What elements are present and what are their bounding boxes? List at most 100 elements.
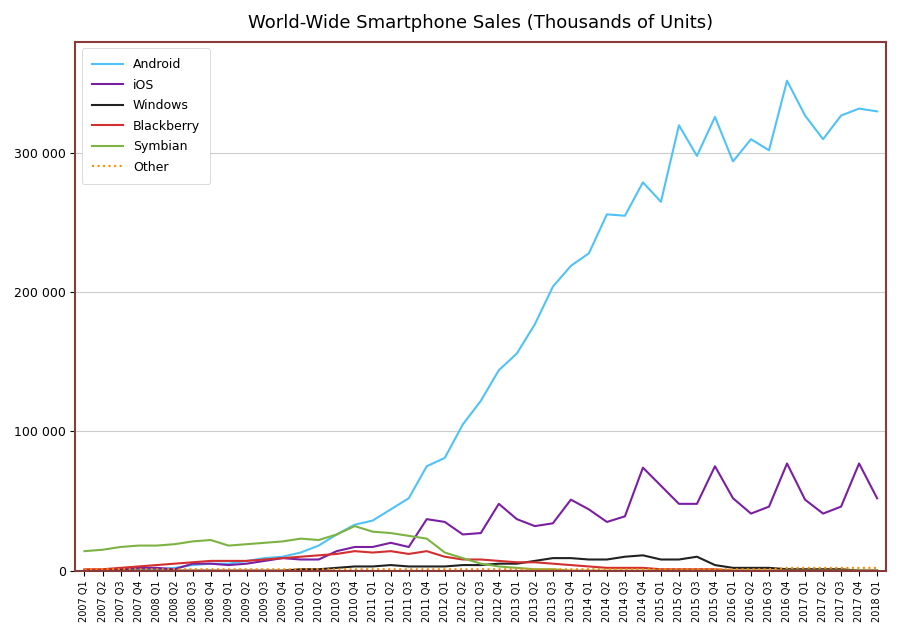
iOS: [836, 503, 847, 511]
Windows: [475, 561, 486, 569]
Windows: [872, 567, 883, 574]
Android: [655, 198, 666, 205]
Symbian: [133, 542, 144, 550]
Other: [277, 565, 288, 573]
Android: [133, 565, 144, 573]
Blackberry: [799, 567, 810, 574]
Windows: [241, 567, 252, 574]
Blackberry: [169, 560, 180, 567]
Other: [331, 565, 342, 573]
Symbian: [331, 530, 342, 538]
Android: [313, 542, 324, 550]
Symbian: [493, 563, 504, 570]
Android: [745, 135, 756, 143]
Android: [79, 567, 90, 574]
Windows: [115, 567, 126, 574]
Line: Other: Other: [85, 568, 878, 569]
Symbian: [151, 542, 162, 550]
iOS: [439, 518, 450, 526]
Blackberry: [115, 564, 126, 572]
Symbian: [205, 536, 216, 544]
iOS: [818, 510, 829, 518]
Blackberry: [79, 565, 90, 573]
Windows: [439, 563, 450, 570]
Android: [836, 112, 847, 120]
Other: [151, 565, 162, 573]
Symbian: [818, 567, 829, 574]
Android: [619, 212, 630, 219]
Symbian: [295, 535, 306, 543]
Other: [836, 564, 847, 572]
Other: [349, 565, 360, 573]
Windows: [745, 564, 756, 572]
Other: [133, 565, 144, 573]
Blackberry: [151, 561, 162, 569]
Symbian: [367, 528, 378, 536]
Other: [709, 565, 720, 573]
iOS: [187, 560, 198, 567]
Windows: [565, 555, 576, 562]
Android: [511, 350, 522, 357]
Android: [421, 462, 432, 470]
Windows: [295, 565, 306, 573]
Other: [673, 565, 684, 573]
Windows: [457, 561, 468, 569]
Other: [799, 564, 810, 572]
iOS: [854, 460, 865, 467]
Symbian: [97, 546, 108, 553]
Android: [97, 567, 108, 574]
Blackberry: [673, 565, 684, 573]
Line: Android: Android: [85, 81, 878, 570]
iOS: [331, 548, 342, 555]
Windows: [493, 560, 504, 567]
Blackberry: [763, 567, 774, 574]
Windows: [529, 557, 540, 565]
iOS: [619, 513, 630, 520]
Other: [421, 565, 432, 573]
Blackberry: [475, 556, 486, 563]
iOS: [169, 565, 180, 573]
Symbian: [619, 567, 630, 574]
Other: [529, 565, 540, 573]
Windows: [421, 563, 432, 570]
Symbian: [763, 567, 774, 574]
Symbian: [313, 536, 324, 544]
Blackberry: [385, 548, 396, 555]
Symbian: [727, 567, 738, 574]
Blackberry: [133, 563, 144, 570]
Blackberry: [872, 567, 883, 574]
Symbian: [529, 565, 540, 573]
Android: [385, 506, 396, 513]
Blackberry: [457, 556, 468, 563]
Windows: [836, 565, 847, 573]
Other: [97, 565, 108, 573]
Line: Windows: Windows: [85, 555, 878, 570]
Other: [439, 565, 450, 573]
Other: [854, 564, 865, 572]
Symbian: [854, 567, 865, 574]
Android: [223, 560, 234, 567]
Symbian: [115, 543, 126, 551]
Blackberry: [241, 557, 252, 565]
Blackberry: [619, 564, 630, 572]
Android: [583, 249, 594, 257]
Android: [241, 557, 252, 565]
Windows: [97, 567, 108, 574]
Symbian: [601, 567, 612, 574]
iOS: [655, 482, 666, 490]
Symbian: [439, 549, 450, 556]
Blackberry: [331, 550, 342, 558]
Other: [475, 565, 486, 573]
Android: [493, 366, 504, 374]
Blackberry: [367, 549, 378, 556]
Symbian: [565, 567, 576, 574]
Other: [565, 565, 576, 573]
Symbian: [655, 567, 666, 574]
Android: [439, 454, 450, 462]
Windows: [799, 565, 810, 573]
Blackberry: [277, 555, 288, 562]
iOS: [259, 557, 270, 565]
Symbian: [673, 567, 684, 574]
Blackberry: [313, 551, 324, 559]
Android: [529, 321, 540, 328]
